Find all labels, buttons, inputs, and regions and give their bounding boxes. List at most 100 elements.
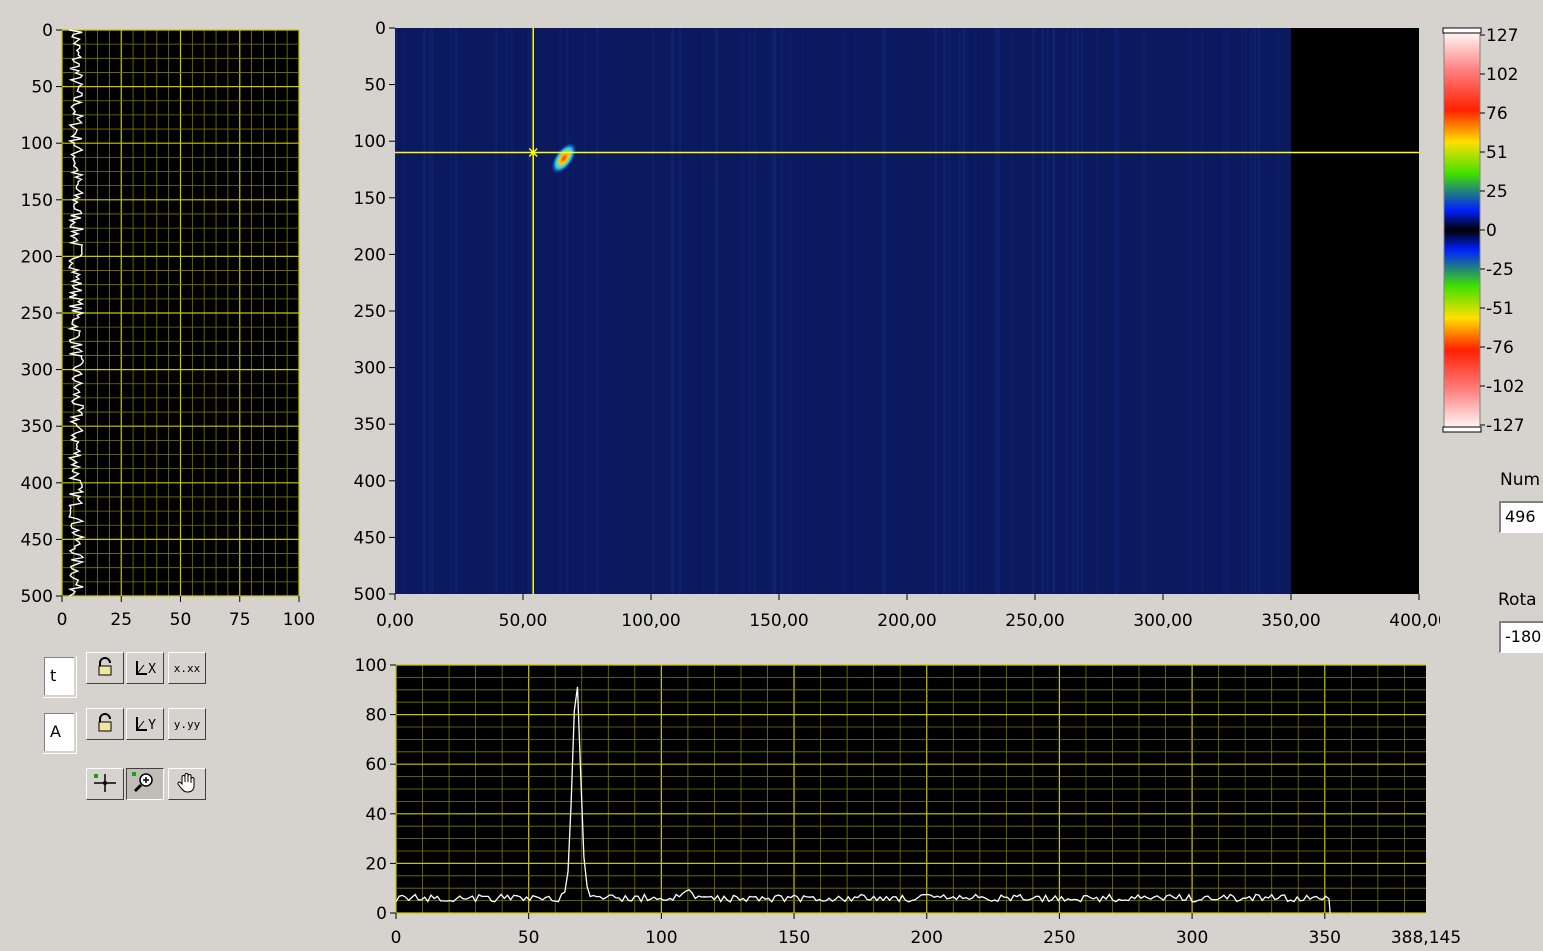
color-scale-label: 76 <box>1486 104 1508 124</box>
color-scale-top-marker <box>1442 27 1482 34</box>
pan-tool-button[interactable] <box>168 768 206 800</box>
bottom-y-tick-label: 80 <box>365 706 387 726</box>
left-y-tick-label: 50 <box>31 78 53 98</box>
bottom-x-tick-label: 0 <box>391 928 402 948</box>
crosshair-icon <box>92 772 118 797</box>
intensity-hotspot <box>551 142 577 174</box>
y-format-button[interactable]: y.yy <box>168 708 206 740</box>
color-scale-bottom-marker <box>1442 426 1482 433</box>
y-scale-label: Y <box>148 718 156 733</box>
color-scale-label: 25 <box>1486 182 1508 202</box>
left-y-tick-label: 0 <box>42 21 53 41</box>
autoscale-y-icon: Y <box>134 715 156 733</box>
bottom-x-end-label: 388,145 <box>1391 928 1461 948</box>
autoscale-x-icon: X <box>134 659 156 677</box>
x-lock-button[interactable] <box>86 652 124 684</box>
color-scale-label: 102 <box>1486 65 1518 85</box>
hand-icon <box>176 772 198 797</box>
rota-field[interactable]: -180 <box>1499 621 1543 653</box>
bottom-grid <box>395 664 1426 914</box>
left-trace <box>67 29 86 597</box>
x-axis-name-label: t <box>42 655 76 697</box>
left-x-tick-label: 0 <box>57 610 68 630</box>
left-y-tick-label: 200 <box>21 247 53 267</box>
intensity-x-tick-label: 200,00 <box>877 611 936 631</box>
intensity-y-tick-label: 300 <box>354 359 386 379</box>
y-lock-button[interactable] <box>86 708 124 740</box>
intensity-x-tick-label: 250,00 <box>1005 611 1064 631</box>
bottom-x-tick-label: 50 <box>518 928 540 948</box>
y-axis-name-label: A <box>42 711 76 753</box>
left-x-tick-label: 50 <box>170 610 192 630</box>
left-y-tick-label: 300 <box>21 361 53 381</box>
left-x-tick-label: 75 <box>229 610 251 630</box>
left-y-tick-label: 250 <box>21 304 53 324</box>
intensity-data-region <box>395 28 1291 594</box>
y-autoscale-button[interactable]: Y <box>126 708 164 740</box>
intensity-y-tick-label: 150 <box>354 189 386 209</box>
bottom-x-tick-label: 250 <box>1043 928 1075 948</box>
left-y-tick-label: 500 <box>21 587 53 607</box>
left-y-tick-label: 350 <box>21 417 53 437</box>
bottom-x-tick-label: 300 <box>1176 928 1208 948</box>
num-field[interactable]: 496 <box>1499 501 1543 533</box>
x-format-button[interactable]: x.xx <box>168 652 206 684</box>
intensity-x-tick-label: 100,00 <box>621 611 680 631</box>
left-grid <box>61 29 300 597</box>
color-scale-ramp <box>1443 29 1481 431</box>
cursor-tool-button[interactable] <box>86 768 124 800</box>
intensity-x-tick-label: 300,00 <box>1133 611 1192 631</box>
y-format-label: y.yy <box>173 717 201 731</box>
intensity-y-tick-label: 0 <box>375 19 386 39</box>
color-scale[interactable]: 127 102 76 51 25 0 -25 -51 -76 -102 -127 <box>1440 22 1543 442</box>
bottom-x-tick-label: 350 <box>1309 928 1341 948</box>
bottom-y-tick-label: 60 <box>365 755 387 775</box>
lock-icon <box>96 656 114 680</box>
color-scale-label: 127 <box>1486 26 1518 46</box>
color-scale-label: 0 <box>1486 221 1497 241</box>
intensity-y-tick-label: 450 <box>354 528 386 548</box>
left-x-tick-label: 100 <box>283 610 315 630</box>
num-label: Num <box>1500 470 1541 490</box>
zoom-icon <box>131 771 159 798</box>
color-scale-label: -76 <box>1486 338 1514 358</box>
intensity-y-tick-label: 500 <box>354 585 386 605</box>
left-x-tick-label: 25 <box>110 610 132 630</box>
intensity-x-tick-label: 400,00 <box>1389 611 1440 631</box>
bottom-x-tick-label: 200 <box>911 928 943 948</box>
bottom-x-tick-label: 100 <box>645 928 677 948</box>
bottom-y-tick-label: 20 <box>365 854 387 874</box>
x-autoscale-button[interactable]: X <box>126 652 164 684</box>
cursor-marker <box>528 147 538 158</box>
bottom-y-tick-label: 40 <box>365 805 387 825</box>
bottom-waveform-graph: 0 20 40 60 80 100 0 50 100 150 200 250 300 350 388,145 <box>355 656 1462 948</box>
bottom-trace <box>395 686 1331 914</box>
intensity-x-tick-label: 350,00 <box>1261 611 1320 631</box>
intensity-streaks <box>395 28 1280 594</box>
rota-label: Rota <box>1498 590 1537 610</box>
intensity-graph[interactable]: 0 50 100 150 200 250 300 350 400 450 500 0,00 50,00 1… <box>330 0 1440 650</box>
lock-icon <box>96 712 114 736</box>
x-scale-label: X <box>148 662 156 677</box>
color-scale-label: -127 <box>1486 416 1525 436</box>
intensity-y-tick-label: 350 <box>354 415 386 435</box>
left-y-tick-label: 100 <box>21 134 53 154</box>
left-y-tick-label: 400 <box>21 474 53 494</box>
left-y-tick-label: 150 <box>21 191 53 211</box>
intensity-y-tick-label: 400 <box>354 472 386 492</box>
bottom-y-tick-label: 100 <box>355 656 387 676</box>
intensity-y-tick-label: 50 <box>364 76 386 96</box>
intensity-x-tick-label: 0,00 <box>376 611 414 631</box>
bottom-y-tick-label: 0 <box>376 904 387 924</box>
intensity-y-tick-label: 200 <box>354 245 386 265</box>
intensity-y-tick-label: 100 <box>354 132 386 152</box>
bottom-x-tick-label: 150 <box>778 928 810 948</box>
color-scale-label: -51 <box>1486 299 1514 319</box>
zoom-tool-button[interactable] <box>126 768 164 800</box>
color-scale-label: 51 <box>1486 143 1508 163</box>
intensity-x-tick-label: 50,00 <box>499 611 548 631</box>
color-scale-label: -25 <box>1486 260 1514 280</box>
intensity-x-tick-label: 150,00 <box>749 611 808 631</box>
color-scale-label: -102 <box>1486 377 1525 397</box>
